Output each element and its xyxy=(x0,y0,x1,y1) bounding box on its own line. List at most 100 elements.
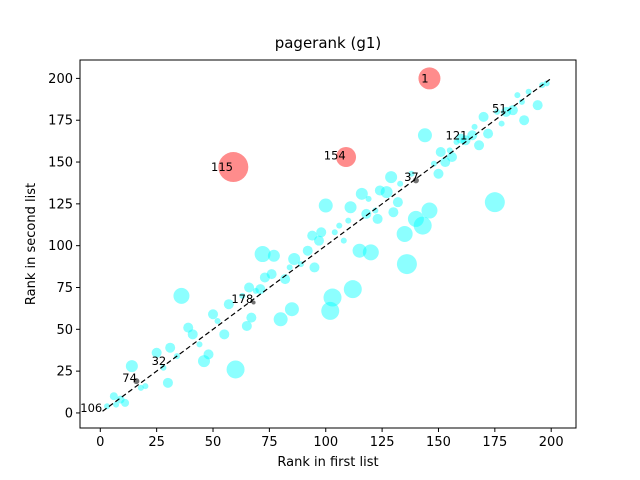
near-point xyxy=(484,192,505,213)
near-point xyxy=(246,312,257,323)
near-point xyxy=(453,138,460,145)
near-point xyxy=(313,235,324,246)
x-tick-label: 200 xyxy=(539,435,564,450)
near-point xyxy=(396,225,413,242)
x-tick-label: 175 xyxy=(482,435,507,450)
y-tick-label: 200 xyxy=(48,72,73,87)
near-point xyxy=(125,360,138,373)
near-point xyxy=(244,282,255,293)
near-point xyxy=(498,120,505,127)
annotations-layer: 1 51 121 154 115 37 178 32 74 106 xyxy=(80,71,506,415)
near-point xyxy=(507,105,518,116)
point-annotation: 74 xyxy=(122,371,137,385)
near-point xyxy=(316,227,327,238)
near-point xyxy=(284,302,299,317)
near-point xyxy=(344,201,357,214)
x-tick-label: 0 xyxy=(96,435,104,450)
near-point xyxy=(447,152,457,163)
near-point xyxy=(252,287,259,294)
near-point xyxy=(532,100,543,111)
point-annotation: 106 xyxy=(80,401,102,415)
x-tick-label: 150 xyxy=(426,435,451,450)
near-point xyxy=(345,217,352,224)
near-point xyxy=(196,341,203,348)
near-point xyxy=(361,208,372,219)
exact-point xyxy=(412,177,419,184)
near-point xyxy=(362,244,379,261)
exact-point xyxy=(251,300,256,305)
y-tick-label: 75 xyxy=(56,281,73,296)
near-point xyxy=(113,401,120,408)
plot-frame xyxy=(79,59,577,429)
near-point xyxy=(388,207,399,218)
near-point xyxy=(104,403,111,410)
near-point xyxy=(372,213,383,224)
near-point xyxy=(302,245,313,256)
y-tick-label: 50 xyxy=(56,323,73,338)
near-point xyxy=(421,202,438,219)
near-point xyxy=(519,115,530,126)
y-tick-label: 175 xyxy=(48,114,73,129)
near-point xyxy=(392,197,403,208)
near-point xyxy=(187,329,198,340)
near-point xyxy=(307,230,318,241)
near-point xyxy=(413,216,432,235)
near-point xyxy=(440,157,451,168)
y-axis: 0 25 50 75 100 125 150 175 200 xyxy=(48,72,80,421)
near-point xyxy=(198,355,210,368)
near-point xyxy=(407,210,424,227)
y-tick-label: 150 xyxy=(48,156,73,171)
near-point xyxy=(162,377,173,388)
near-point xyxy=(514,92,521,99)
near-point xyxy=(226,360,245,379)
x-axis-label: Rank in first list xyxy=(277,455,378,470)
near-point xyxy=(173,287,190,304)
y-tick-label: 25 xyxy=(56,365,73,380)
point-annotation: 154 xyxy=(324,148,346,162)
near-point xyxy=(471,123,478,130)
near-point xyxy=(372,207,379,214)
near-point xyxy=(336,222,343,229)
near-point xyxy=(223,299,234,310)
near-point xyxy=(321,301,340,320)
near-point xyxy=(385,171,398,184)
point-annotation: 178 xyxy=(231,292,253,306)
near-point xyxy=(318,198,333,213)
point-annotation: 121 xyxy=(446,128,468,142)
near-point xyxy=(241,320,252,331)
outlier-point xyxy=(336,147,357,168)
near-point xyxy=(203,349,214,360)
x-axis: 0 25 50 75 100 125 150 175 200 xyxy=(96,428,564,450)
plot-area: 1 51 121 154 115 37 178 32 74 106 xyxy=(79,59,577,429)
point-annotation: 32 xyxy=(152,354,167,368)
near-point xyxy=(456,133,467,144)
near-point xyxy=(267,249,280,262)
near-point xyxy=(323,288,342,307)
point-annotation: 51 xyxy=(492,102,507,116)
near-point xyxy=(417,128,432,143)
outlier-point xyxy=(218,152,249,183)
y-axis-label: Rank in second list xyxy=(24,183,39,305)
near-point xyxy=(435,147,446,157)
x-tick-label: 100 xyxy=(313,435,338,450)
near-point xyxy=(137,384,144,391)
near-point xyxy=(474,140,485,151)
near-point xyxy=(355,187,368,200)
near-point xyxy=(208,309,219,320)
near-point xyxy=(467,130,478,141)
near-point xyxy=(142,383,149,390)
near-point xyxy=(397,180,404,187)
near-point xyxy=(280,274,291,285)
near-point xyxy=(525,88,532,95)
near-point xyxy=(340,237,347,244)
near-point xyxy=(183,322,194,333)
chart-title: pagerank (g1) xyxy=(275,34,382,52)
near-point xyxy=(151,347,162,358)
near-point xyxy=(219,329,230,340)
near-point xyxy=(460,135,471,146)
near-point xyxy=(396,254,417,275)
x-tick-label: 125 xyxy=(370,435,395,450)
near-point xyxy=(160,364,167,371)
